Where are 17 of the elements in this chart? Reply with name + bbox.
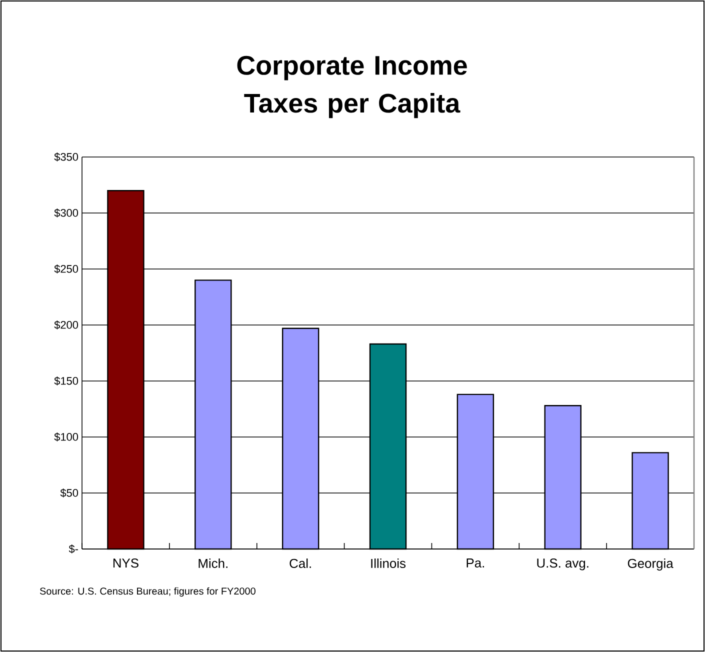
- y-tick-label: $350: [54, 152, 78, 162]
- y-tick-label: $150: [54, 376, 78, 386]
- y-tick-label: $250: [54, 264, 78, 274]
- y-tick-label: $200: [54, 320, 78, 330]
- x-tick-label: U.S. avg.: [537, 558, 588, 570]
- x-tick-label: Mich.: [198, 558, 228, 568]
- chart-title: Corporate Income Taxes per Capita: [237, 56, 467, 118]
- y-tick-label: $300: [54, 208, 78, 218]
- y-tick-label: $100: [54, 432, 78, 442]
- y-tick-label: $50: [60, 488, 78, 498]
- x-tick-label: Illinois: [371, 558, 406, 568]
- x-tick-label: Cal.: [290, 558, 311, 568]
- source-note: Source: U.S. Census Bureau; figures for FY2000: [40, 587, 256, 597]
- x-tick-label: Georgia: [628, 558, 674, 571]
- x-tick-label: Pa.: [466, 558, 484, 568]
- y-tick-label: $-: [68, 544, 78, 554]
- x-tick-label: NYS: [113, 558, 138, 568]
